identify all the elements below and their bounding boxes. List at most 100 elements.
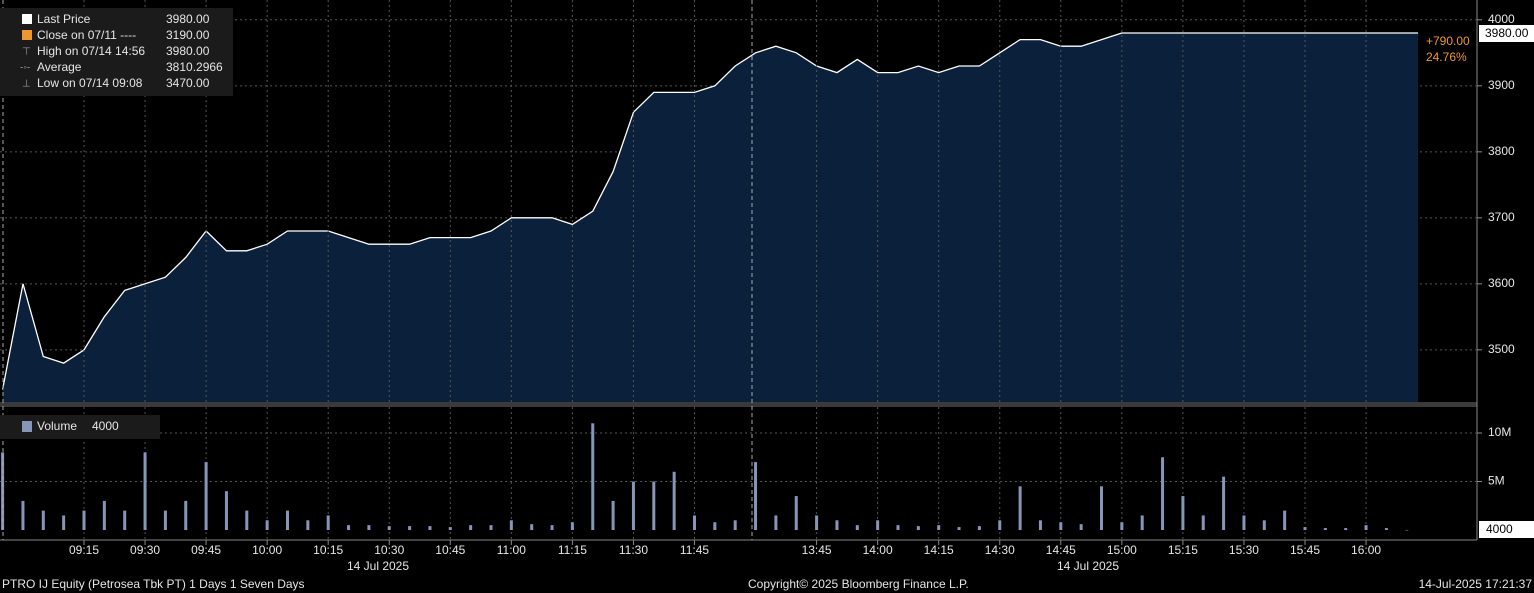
change-label: 24.76% xyxy=(1426,50,1467,64)
volume-bar xyxy=(937,525,941,531)
volume-bar xyxy=(367,525,371,531)
volume-bar xyxy=(123,510,127,531)
change-label: +790.00 xyxy=(1426,34,1470,48)
x-tick-label: 10:00 xyxy=(252,543,282,557)
legend-value: 4000 xyxy=(92,419,119,433)
legend-icon xyxy=(22,14,32,24)
volume-bar xyxy=(41,510,45,531)
legend-value: 3470.00 xyxy=(166,76,210,90)
volume-bar xyxy=(509,520,513,531)
volume-bar xyxy=(1384,528,1388,531)
volume-bar xyxy=(611,500,615,531)
x-tick-label: 13:45 xyxy=(802,543,832,557)
y-tick-label: 3800 xyxy=(1488,144,1515,158)
volume-bar xyxy=(469,525,473,531)
x-tick-label: 15:30 xyxy=(1229,543,1259,557)
x-tick-label: 16:00 xyxy=(1351,543,1381,557)
legend-icon: ⊤ xyxy=(22,47,31,58)
legend-label: Volume xyxy=(37,419,77,433)
volume-legend: Volume 4000 xyxy=(0,415,160,439)
volume-bar xyxy=(1201,515,1205,531)
volume-bar xyxy=(672,471,676,531)
volume-bar xyxy=(591,423,595,531)
volume-bar xyxy=(21,500,25,531)
legend-label: Last Price xyxy=(37,12,91,26)
footer-timestamp: 14-Jul-2025 17:21:37 xyxy=(1419,577,1533,591)
volume-bar xyxy=(754,462,758,531)
volume-bar xyxy=(693,515,696,531)
volume-bar xyxy=(306,520,310,531)
plot: 3500 3600 3700 3800 3900 4000 5M 10M 09:15 09:30 0… xyxy=(0,0,1515,573)
volume-tag-label: 4000 xyxy=(1486,522,1513,536)
volume-bar xyxy=(1303,527,1307,531)
volume-bar xyxy=(265,520,269,531)
legend-label: Average xyxy=(37,60,82,74)
volume-bar xyxy=(530,524,534,531)
volume-bar xyxy=(1038,520,1042,531)
legend-icon: ⊥ xyxy=(22,79,31,90)
y-tick-label: 10M xyxy=(1488,425,1511,439)
volume-bar xyxy=(102,500,106,531)
volume-bar xyxy=(652,481,656,531)
price-tag-label: 3980.00 xyxy=(1485,26,1529,40)
volume-bar xyxy=(347,525,351,531)
legend-value: 3190.00 xyxy=(166,28,210,42)
volume-bar xyxy=(1181,496,1185,531)
volume-bar xyxy=(916,526,920,531)
volume-bar xyxy=(204,462,208,531)
volume-bar xyxy=(1364,525,1368,531)
price-area xyxy=(2,33,1419,402)
y-tick-label: 3500 xyxy=(1488,342,1515,356)
volume-bar xyxy=(794,496,798,531)
x-tick-label: 09:45 xyxy=(191,543,221,557)
volume-bar xyxy=(815,515,819,531)
volume-bar xyxy=(733,520,737,531)
x-tick-label: 14:15 xyxy=(924,543,954,557)
y-tick-label: 4000 xyxy=(1488,12,1515,26)
legend-icon xyxy=(22,30,32,40)
footer-security: PTRO IJ Equity (Petrosea Tbk PT) 1 Days … xyxy=(2,577,305,591)
legend-value: 3980.00 xyxy=(166,12,210,26)
volume-bar xyxy=(1120,522,1124,531)
volume-bar xyxy=(1018,486,1022,531)
x-tick-label: 11:15 xyxy=(558,543,587,557)
volume-bar xyxy=(876,520,880,531)
volume-bar xyxy=(387,526,391,531)
date-label: 14 Jul 2025 xyxy=(1057,559,1119,573)
volume-bar xyxy=(1262,520,1266,531)
volume-bar xyxy=(1079,524,1083,531)
legend-label: High on 07/14 14:56 xyxy=(37,44,145,58)
x-tick-label: 10:15 xyxy=(313,543,343,557)
x-tick-label: 09:15 xyxy=(69,543,99,557)
volume-bar xyxy=(713,522,717,531)
volume-bar xyxy=(1344,528,1348,531)
date-label: 14 Jul 2025 xyxy=(347,559,409,573)
x-tick-label: 11:00 xyxy=(497,543,526,557)
volume-bar xyxy=(489,525,493,531)
volume-bar xyxy=(408,526,412,531)
legend-label: Close on 07/11 ---- xyxy=(37,28,136,42)
x-tick-label: 09:30 xyxy=(130,543,160,557)
panel-divider xyxy=(0,402,1477,407)
x-tick-label: 11:30 xyxy=(619,543,648,557)
legend-value: 3980.00 xyxy=(166,44,210,58)
volume-bar xyxy=(1100,486,1103,531)
volume-bar xyxy=(82,510,86,531)
volume-bar xyxy=(143,452,147,531)
price-line xyxy=(1,32,1418,390)
x-tick-label: 14:45 xyxy=(1046,543,1076,557)
legend-box xyxy=(0,8,233,96)
volume-bar xyxy=(957,527,961,531)
volume-bar xyxy=(1242,515,1246,531)
volume-bar xyxy=(326,515,330,531)
volume-bar xyxy=(245,510,249,531)
volume-bar xyxy=(1405,529,1409,531)
y-tick-label: 3700 xyxy=(1488,210,1515,224)
volume-bar xyxy=(855,525,859,531)
volume-bar xyxy=(977,526,981,531)
x-tick-label: 11:45 xyxy=(680,543,709,557)
y-tick-label: 3600 xyxy=(1488,276,1515,290)
volume-bar xyxy=(1222,476,1226,531)
volume-bar xyxy=(998,520,1002,531)
